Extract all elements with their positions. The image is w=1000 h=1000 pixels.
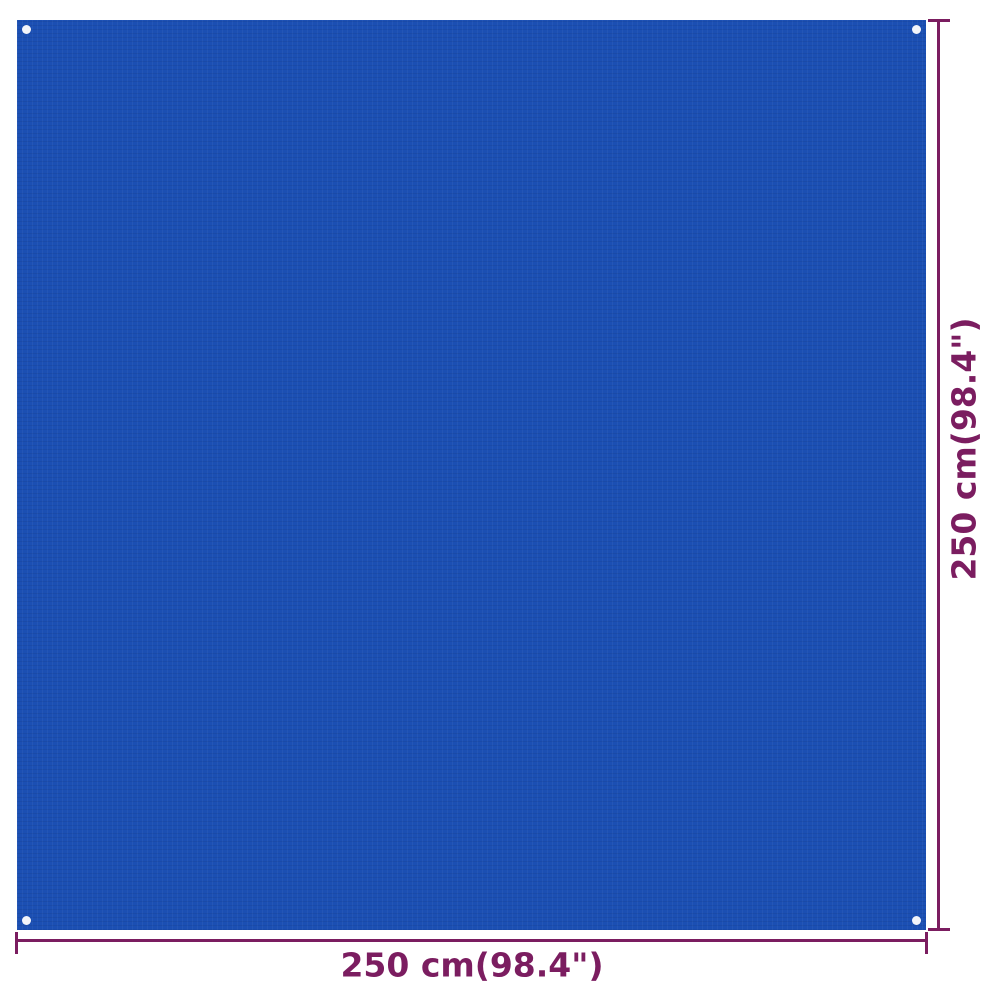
width-label: 250 cm(98.4") <box>340 945 604 985</box>
grommet-bottom-left <box>22 916 31 925</box>
grommet-top-right <box>912 25 921 34</box>
grommet-bottom-right <box>912 916 921 925</box>
grommet-top-left <box>22 25 31 34</box>
blue-tent-carpet <box>17 20 926 930</box>
height-label: 250 cm(98.4") <box>944 317 984 581</box>
